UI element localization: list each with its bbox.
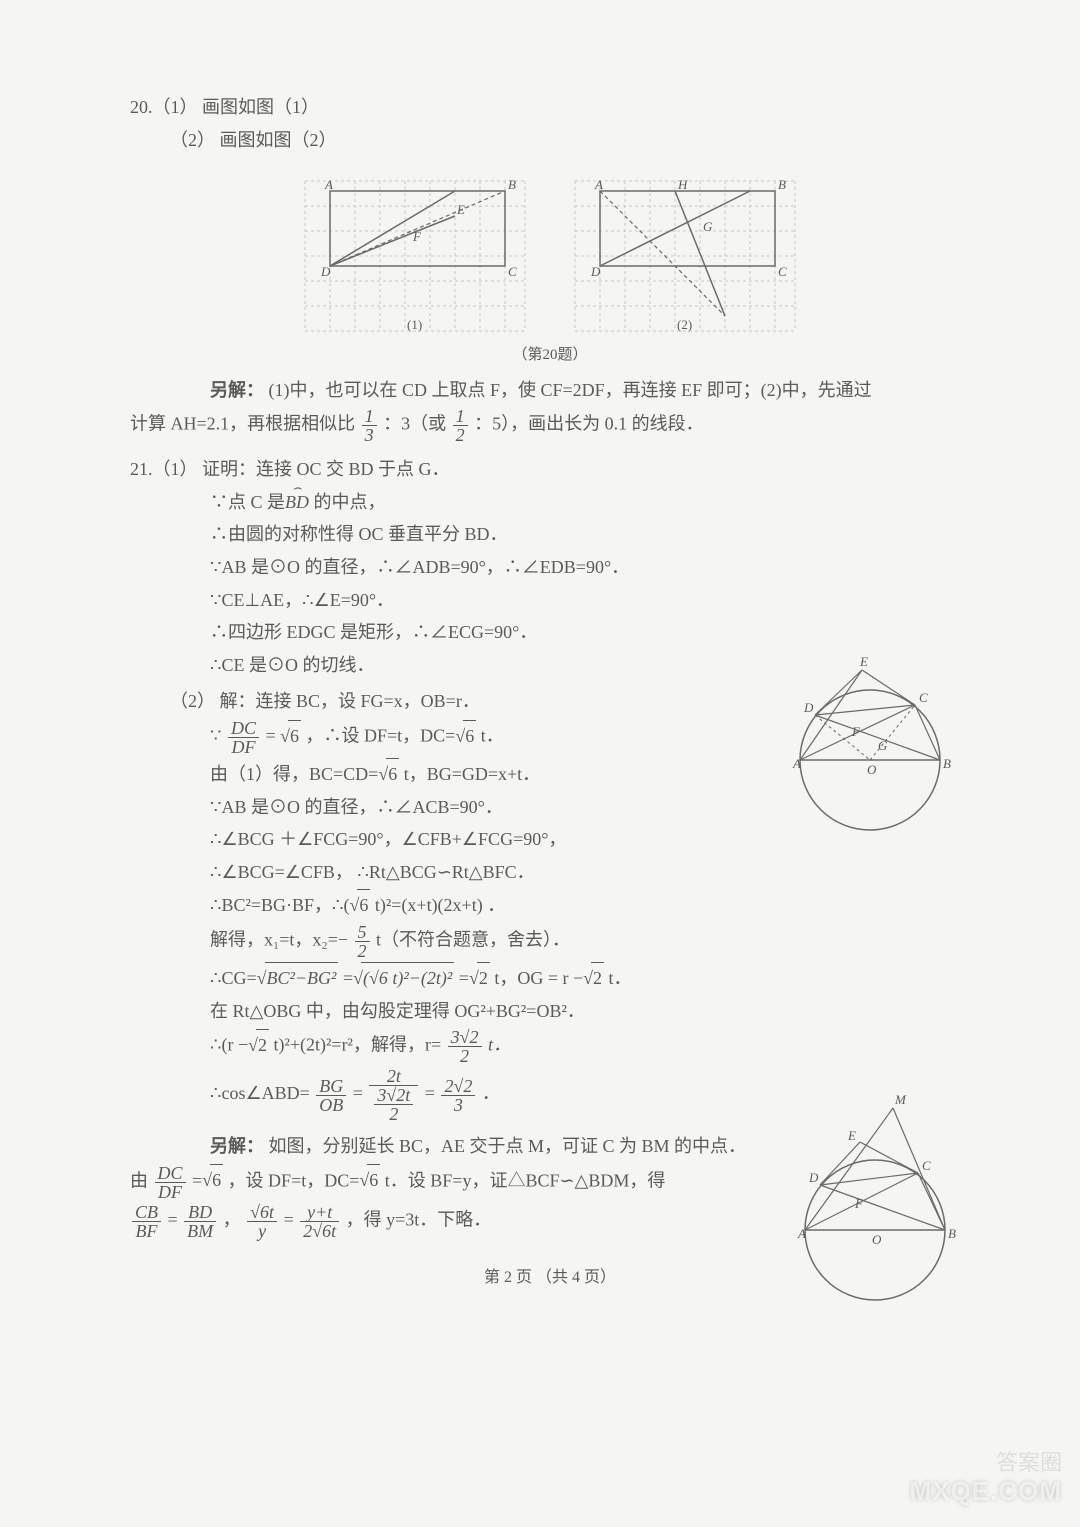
q21-p1-l4: ∵AB 是⊙O 的直径，∴∠ADB=90°，∴∠EDB=90°． xyxy=(130,552,970,583)
svg-text:C: C xyxy=(778,264,787,279)
svg-text:M: M xyxy=(894,1092,907,1107)
watermark-en: MXQE.COM xyxy=(910,1469,1062,1513)
svg-text:G: G xyxy=(703,219,713,234)
q21-p1-l5: ∵CE⊥AE，∴∠E=90°． xyxy=(130,585,970,616)
page: 20.（1） 画图如图（1） （2） 画图如图（2） xyxy=(0,0,1080,1527)
q21-p2-l10: 在 Rt△OBG 中，由勾股定理得 OG²+BG²=OB²． xyxy=(130,996,970,1027)
svg-text:G: G xyxy=(878,738,888,753)
q20-figures: A B C D E F (1) xyxy=(130,161,970,341)
svg-text:A: A xyxy=(594,177,603,192)
q20-caption: （第20题） xyxy=(130,343,970,369)
svg-text:A: A xyxy=(324,177,333,192)
q21-p2-l11: ∴(r −2 t)²+(2t)²=r²，解得，r= 3√22 t． xyxy=(130,1028,970,1065)
svg-text:O: O xyxy=(872,1232,882,1247)
svg-text:B: B xyxy=(943,756,951,771)
svg-text:F: F xyxy=(854,1196,864,1211)
q21-p2-l7: ∴BC²=BG·BF，∴(6 t)²=(x+t)(2x+t) ． xyxy=(130,889,970,921)
svg-text:B: B xyxy=(508,177,516,192)
svg-text:F: F xyxy=(851,724,861,739)
svg-text:E: E xyxy=(847,1128,856,1143)
q21-p1-l1: 21.（1） 证明：连接 OC 交 BD 于点 G． xyxy=(130,454,970,485)
q20-alt-line1: 另解： (1)中，也可以在 CD 上取点 F，使 CF=2DF，再连接 EF 即… xyxy=(130,375,970,406)
svg-text:A: A xyxy=(797,1226,806,1241)
svg-text:A: A xyxy=(792,756,801,771)
svg-text:D: D xyxy=(320,264,331,279)
svg-text:F: F xyxy=(412,229,422,244)
q21-p1-l3: ∴由圆的对称性得 OC 垂直平分 BD． xyxy=(130,519,970,550)
svg-text:B: B xyxy=(778,177,786,192)
svg-text:C: C xyxy=(922,1158,931,1173)
q21-circle-fig: A B C D E F G O xyxy=(760,650,970,840)
svg-text:E: E xyxy=(859,654,868,669)
svg-text:D: D xyxy=(590,264,601,279)
svg-text:H: H xyxy=(677,177,688,192)
q21-p1-l2: ∵点 C 是BD 的中点， xyxy=(130,487,970,518)
fig1-label: (1) xyxy=(407,317,422,332)
svg-text:C: C xyxy=(919,690,928,705)
fig2-label: (2) xyxy=(677,317,692,332)
svg-text:B: B xyxy=(948,1226,956,1241)
q21-p2-l6: ∴∠BCG=∠CFB， ∴Rt△BCG∽Rt△BFC． xyxy=(130,857,970,888)
q20-fig2: A B C D H G (2) xyxy=(565,161,805,341)
q21-circle-fig2: A B C D E F M O xyxy=(760,1090,980,1310)
q20-num: 20.（1） xyxy=(130,97,198,117)
q20-line1: 20.（1） 画图如图（1） xyxy=(130,92,970,123)
q20-alt-line2: 计算 AH=2.1，再根据相似比 13 ：3（或 12 ：5），画出长为 0.1… xyxy=(130,407,970,444)
svg-text:C: C xyxy=(508,264,517,279)
svg-text:D: D xyxy=(803,700,814,715)
q21-p1-l6: ∴四边形 EDGC 是矩形，∴∠ECG=90°． xyxy=(130,617,970,648)
q21-p2-l8: 解得，x₁=t，x₂=− 52 t（不符合题意，舍去）． xyxy=(130,923,970,960)
q21-p2-l9: ∴CG=BC²−BG² =(√6 t)²−(2t)² =2 t，OG = r −… xyxy=(130,962,970,994)
q20-fig1: A B C D E F (1) xyxy=(295,161,535,341)
svg-text:O: O xyxy=(867,762,877,777)
q20-line2: （2） 画图如图（2） xyxy=(130,125,970,156)
svg-text:D: D xyxy=(808,1170,819,1185)
svg-text:E: E xyxy=(456,202,465,217)
